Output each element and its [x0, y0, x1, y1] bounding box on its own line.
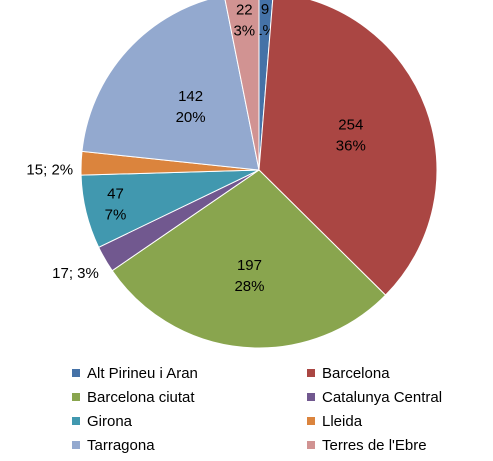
- legend-swatch: [72, 441, 80, 449]
- data-label: 36%: [336, 137, 366, 154]
- data-label: 142: [178, 88, 203, 105]
- legend-label: Tarragona: [87, 437, 155, 454]
- data-label: 254: [338, 116, 363, 133]
- data-label: 3%: [233, 23, 255, 40]
- pie-slice: [224, 0, 260, 171]
- pie-slice: [258, 0, 438, 296]
- legend-swatch: [307, 417, 315, 425]
- data-label: 17; 3%: [52, 265, 99, 282]
- data-label: 197: [237, 257, 262, 274]
- legend-swatch: [72, 417, 80, 425]
- legend-swatch: [72, 393, 80, 401]
- data-label: 9: [261, 1, 269, 18]
- data-label: 47: [107, 185, 124, 202]
- legend-label: Terres de l'Ebre: [322, 437, 427, 454]
- data-label: 7%: [105, 206, 127, 223]
- legend-label: Lleida: [322, 413, 363, 430]
- pie-slice: [81, 0, 260, 171]
- legend-label: Catalunya Central: [322, 389, 442, 406]
- legend-label: Alt Pirineu i Aran: [87, 365, 198, 382]
- legend-swatch: [307, 393, 315, 401]
- legend-label: Girona: [87, 413, 133, 430]
- data-label: 28%: [234, 278, 264, 295]
- pie-slice: [111, 169, 387, 349]
- legend-swatch: [307, 369, 315, 377]
- legend-swatch: [72, 369, 80, 377]
- pie-slice: [258, 0, 274, 171]
- data-label: 22: [236, 2, 253, 19]
- legend-label: Barcelona: [322, 365, 390, 382]
- data-label: 20%: [176, 109, 206, 126]
- legend-swatch: [307, 441, 315, 449]
- legend-label: Barcelona ciutat: [87, 389, 195, 406]
- data-label: 15; 2%: [26, 162, 73, 179]
